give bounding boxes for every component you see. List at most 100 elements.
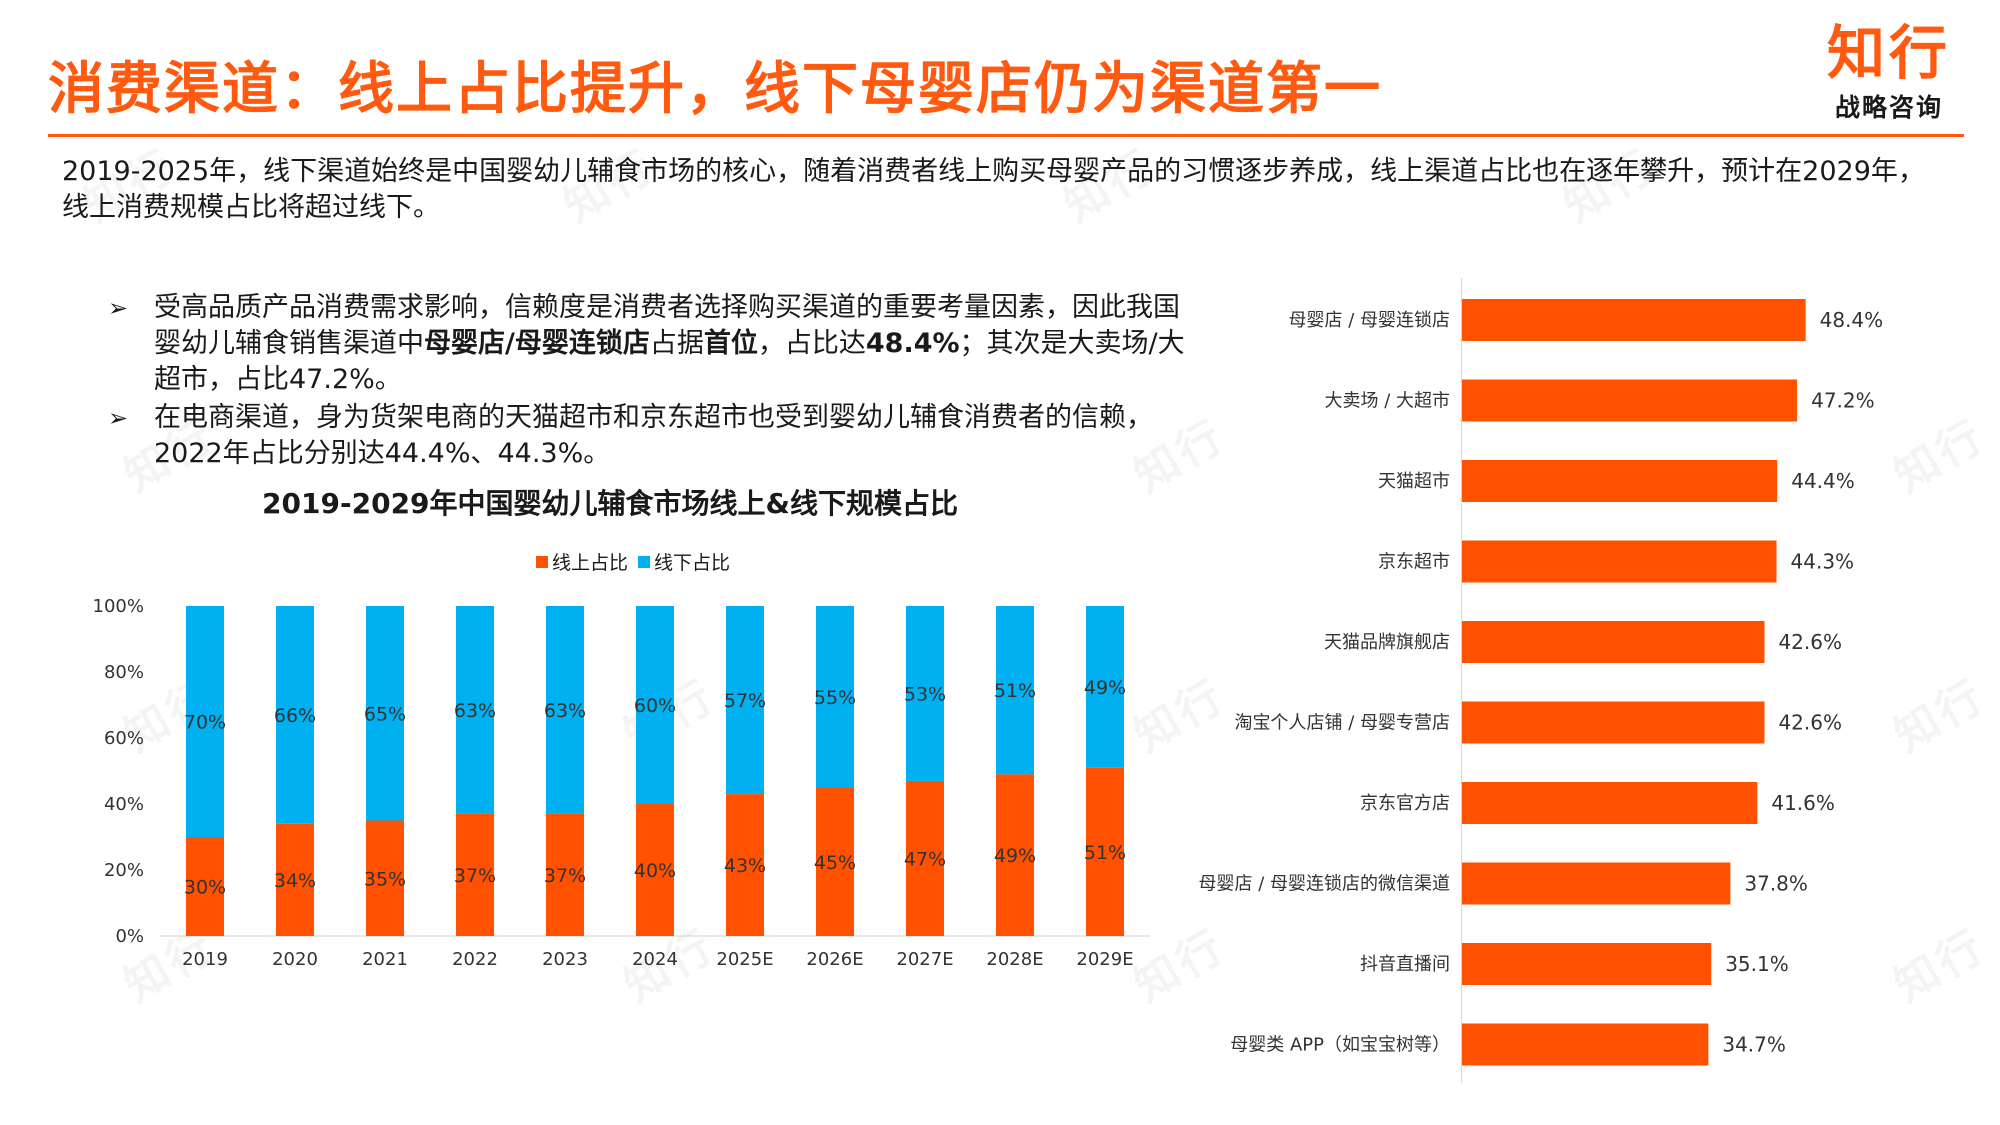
bullet-item-1: ➢ 受高品质产品消费需求影响，信赖度是消费者选择购买渠道的重要考量因素，因此我国… <box>108 290 1193 398</box>
data-label-offline: 55% <box>814 687 856 709</box>
category-label: 京东官方店 <box>1360 793 1450 814</box>
bar-offline <box>726 606 764 795</box>
data-label-offline: 60% <box>634 695 676 717</box>
value-label: 44.3% <box>1791 550 1855 574</box>
data-label-online: 37% <box>544 865 586 887</box>
bullet-highlight: 首位 <box>703 328 758 359</box>
data-label-online: 34% <box>274 870 316 892</box>
logo-main-text: 知行 <box>1826 19 1951 87</box>
value-label: 44.4% <box>1791 469 1855 493</box>
bar-online <box>816 787 854 936</box>
legend-label-online: 线上占比 <box>552 552 629 574</box>
bar-offline <box>186 606 224 837</box>
value-label: 37.8% <box>1744 872 1808 896</box>
data-label-online: 37% <box>454 865 496 887</box>
x-tick-label: 2028E <box>986 949 1043 970</box>
x-tick-label: 2022 <box>452 949 498 970</box>
category-label: 京东超市 <box>1378 552 1450 573</box>
legend-swatch-offline <box>638 555 651 568</box>
x-tick-label: 2029E <box>1076 949 1133 970</box>
data-label-online: 35% <box>364 868 406 890</box>
category-label: 母婴类 APP（如宝宝树等） <box>1230 1035 1450 1056</box>
y-tick-label: 20% <box>104 860 144 881</box>
data-label-offline: 57% <box>724 690 766 712</box>
brand-logo: 知行 战略咨询 <box>1824 24 1954 124</box>
chart-legend: 线上占比 线下占比 <box>536 548 730 575</box>
bullet-text: ；其次是大卖场/大超市，占比47.2%。 <box>154 328 1185 395</box>
logo-sub-text: 战略咨询 <box>1834 93 1943 122</box>
category-label: 天猫品牌旗舰店 <box>1324 632 1450 653</box>
data-label-offline: 51% <box>994 680 1036 702</box>
data-label-online: 49% <box>994 845 1036 867</box>
hbar <box>1462 943 1712 985</box>
legend-item-online: 线上占比 <box>536 548 628 575</box>
data-label-online: 47% <box>904 848 946 870</box>
bullet-highlight: 母婴店/母婴连锁店 <box>424 328 650 359</box>
bar-online <box>546 813 584 936</box>
bar-offline <box>996 606 1034 775</box>
bar-offline <box>816 606 854 788</box>
data-label-offline: 49% <box>1084 677 1126 699</box>
bullet-highlight: 48.4% <box>865 328 960 359</box>
data-label-offline: 63% <box>454 700 496 722</box>
bullet-item-2: ➢ 在电商渠道，身为货架电商的天猫超市和京东超市也受到婴幼儿辅食消费者的信赖，2… <box>108 400 1193 472</box>
y-tick-label: 100% <box>93 596 144 617</box>
bullet-text: 受高品质产品消费需求影响，信赖度是消费者选择购买渠道的重要考量因素，因此我国婴幼… <box>154 292 1180 359</box>
legend-swatch-online <box>536 555 548 568</box>
bar-online <box>456 813 494 936</box>
stacked-bar-chart: 0% 20% 40% 60% 80% 100% 30% 70% 2019 34% 66% 2020 35… <box>93 596 1150 970</box>
data-label-online: 45% <box>814 852 856 874</box>
legend-label-offline: 线下占比 <box>654 552 731 574</box>
summary-text: 2019-2025年，线下渠道始终是中国婴幼儿辅食市场的核心，随着消费者线上购买… <box>62 156 1925 223</box>
bar-offline <box>636 606 674 804</box>
hbar <box>1462 701 1765 744</box>
bar-offline <box>546 606 584 814</box>
value-label: 41.6% <box>1771 791 1835 815</box>
arrow-bullet-icon: ➢ <box>108 404 129 432</box>
bullet-text: ，占比达 <box>757 328 866 359</box>
bar-online <box>276 823 314 936</box>
x-tick-label: 2026E <box>806 949 863 970</box>
bullet-text: 在电商渠道，身为货架电商的天猫超市和京东超市也受到婴幼儿辅食消费者的信赖，202… <box>154 402 1153 469</box>
bar-online <box>186 837 224 936</box>
y-tick-label: 60% <box>104 728 144 749</box>
bar-online <box>636 804 674 936</box>
data-label-offline: 63% <box>544 700 586 722</box>
bar-offline <box>276 606 314 824</box>
x-tick-label: 2021 <box>362 949 408 970</box>
bar-online <box>726 794 764 936</box>
bullet-list: ➢ 受高品质产品消费需求影响，信赖度是消费者选择购买渠道的重要考量因素，因此我国… <box>108 290 1193 474</box>
y-tick-label: 40% <box>104 794 144 815</box>
hbar <box>1462 862 1731 905</box>
bar-online <box>1086 767 1124 936</box>
hbar <box>1462 1023 1709 1066</box>
bar-offline <box>906 606 944 781</box>
hbar <box>1462 460 1778 502</box>
y-tick-label: 80% <box>104 662 144 683</box>
category-label: 母婴店 / 母婴连锁店的微信渠道 <box>1198 874 1450 895</box>
hbar <box>1462 621 1765 663</box>
data-label-offline: 65% <box>364 703 406 725</box>
data-label-offline: 70% <box>184 712 226 734</box>
x-tick-label: 2025E <box>716 949 773 970</box>
data-label-online: 43% <box>724 855 766 877</box>
arrow-bullet-icon: ➢ <box>108 294 129 322</box>
category-label: 天猫超市 <box>1378 471 1450 492</box>
hbar <box>1462 299 1806 341</box>
data-label-offline: 53% <box>904 683 946 705</box>
x-tick-label: 2019 <box>182 949 228 970</box>
value-label: 47.2% <box>1811 389 1875 413</box>
hbar <box>1462 540 1777 583</box>
category-label: 大卖场 / 大超市 <box>1324 391 1450 412</box>
x-tick-label: 2027E <box>896 949 953 970</box>
x-tick-label: 2023 <box>542 949 588 970</box>
x-tick-label: 2020 <box>272 949 318 970</box>
hbar <box>1462 379 1798 422</box>
page-title: 消费渠道：线上占比提升，线下母婴店仍为渠道第一 <box>48 57 1382 122</box>
value-label: 42.6% <box>1778 711 1842 735</box>
value-label: 42.6% <box>1778 630 1842 654</box>
bar-offline <box>1086 606 1124 768</box>
bar-online <box>366 820 404 936</box>
category-label: 母婴店 / 母婴连锁店 <box>1288 310 1450 331</box>
data-label-online: 30% <box>184 877 226 899</box>
